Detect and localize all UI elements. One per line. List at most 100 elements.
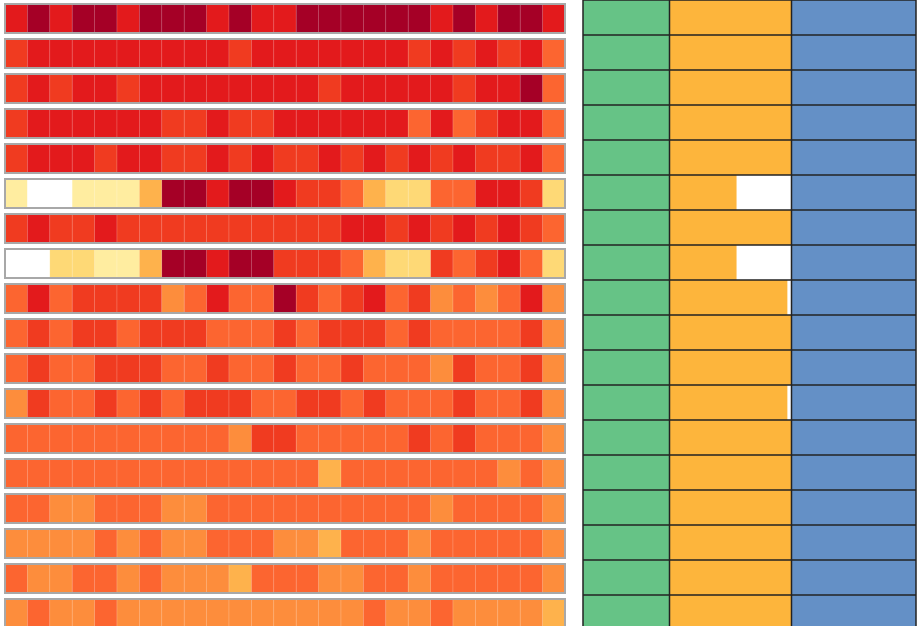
heatmap-row bbox=[4, 108, 566, 139]
heatmap-row bbox=[4, 73, 566, 104]
heatmap-cell bbox=[228, 388, 252, 419]
row-frame bbox=[4, 73, 566, 104]
heatmap-cell bbox=[318, 318, 342, 349]
heatmap-cell bbox=[228, 108, 252, 139]
row-frame bbox=[4, 283, 566, 314]
heatmap-cell bbox=[475, 423, 499, 454]
heatmap-cell bbox=[363, 353, 387, 384]
heatmap-cell bbox=[183, 423, 207, 454]
heatmap-cell bbox=[94, 73, 118, 104]
heatmap-cell bbox=[363, 73, 387, 104]
heatmap-cell bbox=[452, 73, 476, 104]
heatmap-cell bbox=[4, 3, 28, 34]
heatmap-cell bbox=[27, 108, 51, 139]
heatmap-cell bbox=[139, 248, 163, 279]
heatmap-cell bbox=[430, 38, 454, 69]
heatmap-cell bbox=[183, 178, 207, 209]
heatmap-cell bbox=[4, 598, 28, 626]
heatmap-cell bbox=[363, 213, 387, 244]
heatmap-cell bbox=[363, 3, 387, 34]
green-cell bbox=[583, 0, 669, 35]
green-cell bbox=[583, 315, 669, 350]
heatmap-cell bbox=[94, 108, 118, 139]
heatmap-cell bbox=[206, 143, 230, 174]
heatmap-cell bbox=[4, 108, 28, 139]
heatmap-cell bbox=[452, 423, 476, 454]
heatmap-cell bbox=[27, 353, 51, 384]
heatmap-cell bbox=[340, 143, 364, 174]
heatmap-cell bbox=[27, 3, 51, 34]
heatmap-cell bbox=[340, 38, 364, 69]
heatmap-cell bbox=[385, 248, 409, 279]
heatmap-cell bbox=[71, 178, 95, 209]
green-cell bbox=[583, 490, 669, 525]
heatmap-cell bbox=[71, 248, 95, 279]
heatmap-cell bbox=[497, 178, 521, 209]
heatmap-cell bbox=[49, 528, 73, 559]
orange-bar bbox=[670, 0, 791, 35]
heatmap-cell bbox=[519, 108, 543, 139]
green-cell bbox=[583, 35, 669, 70]
heatmap-cell bbox=[228, 353, 252, 384]
heatmap-cell bbox=[228, 178, 252, 209]
heatmap-cell bbox=[318, 423, 342, 454]
heatmap-cell bbox=[295, 213, 319, 244]
heatmap-cell bbox=[228, 493, 252, 524]
heatmap-cell bbox=[295, 108, 319, 139]
heatmap-cell bbox=[542, 388, 566, 419]
heatmap-cell bbox=[542, 528, 566, 559]
heatmap-cell bbox=[430, 563, 454, 594]
green-cell bbox=[583, 280, 669, 315]
blue-cell bbox=[792, 0, 916, 35]
heatmap-row bbox=[4, 248, 566, 279]
heatmap-cell bbox=[519, 423, 543, 454]
heatmap-cell bbox=[407, 388, 431, 419]
heatmap-cell bbox=[318, 493, 342, 524]
heatmap-cell bbox=[183, 318, 207, 349]
heatmap-cell bbox=[407, 423, 431, 454]
heatmap-cell bbox=[116, 528, 140, 559]
heatmap-cell bbox=[407, 248, 431, 279]
heatmap-cell bbox=[4, 143, 28, 174]
heatmap-cell bbox=[273, 213, 297, 244]
heatmap-cell bbox=[183, 108, 207, 139]
heatmap-cell bbox=[430, 353, 454, 384]
heatmap-cell bbox=[295, 248, 319, 279]
heatmap-cell bbox=[497, 493, 521, 524]
heatmap-cell bbox=[363, 178, 387, 209]
heatmap-cell bbox=[206, 3, 230, 34]
orange-bar bbox=[670, 350, 791, 385]
heatmap-cell bbox=[161, 73, 185, 104]
heatmap-cell bbox=[519, 38, 543, 69]
heatmap-cell bbox=[318, 598, 342, 626]
heatmap-cell bbox=[206, 388, 230, 419]
heatmap-cell bbox=[273, 563, 297, 594]
green-cell bbox=[583, 175, 669, 210]
heatmap-cell bbox=[430, 248, 454, 279]
row-frame bbox=[4, 388, 566, 419]
heatmap-cell bbox=[116, 3, 140, 34]
heatmap-cell bbox=[475, 388, 499, 419]
heatmap-cell bbox=[206, 248, 230, 279]
row-frame bbox=[4, 38, 566, 69]
heatmap-cell bbox=[183, 3, 207, 34]
heatmap-row bbox=[4, 353, 566, 384]
heatmap-cell bbox=[295, 528, 319, 559]
heatmap-cell bbox=[295, 563, 319, 594]
row-frame bbox=[4, 423, 566, 454]
blue-cell bbox=[792, 210, 916, 245]
heatmap-cell bbox=[497, 423, 521, 454]
heatmap-cell bbox=[340, 283, 364, 314]
heatmap-cell bbox=[27, 248, 51, 279]
heatmap-cell bbox=[363, 318, 387, 349]
heatmap-cell bbox=[206, 318, 230, 349]
heatmap-cell bbox=[71, 3, 95, 34]
heatmap-cell bbox=[139, 318, 163, 349]
heatmap-cell bbox=[71, 598, 95, 626]
heatmap-cell bbox=[4, 353, 28, 384]
heatmap-cell bbox=[49, 353, 73, 384]
green-cell bbox=[583, 455, 669, 490]
heatmap-cell bbox=[228, 38, 252, 69]
heatmap-cell bbox=[251, 38, 275, 69]
green-cell bbox=[583, 595, 669, 626]
